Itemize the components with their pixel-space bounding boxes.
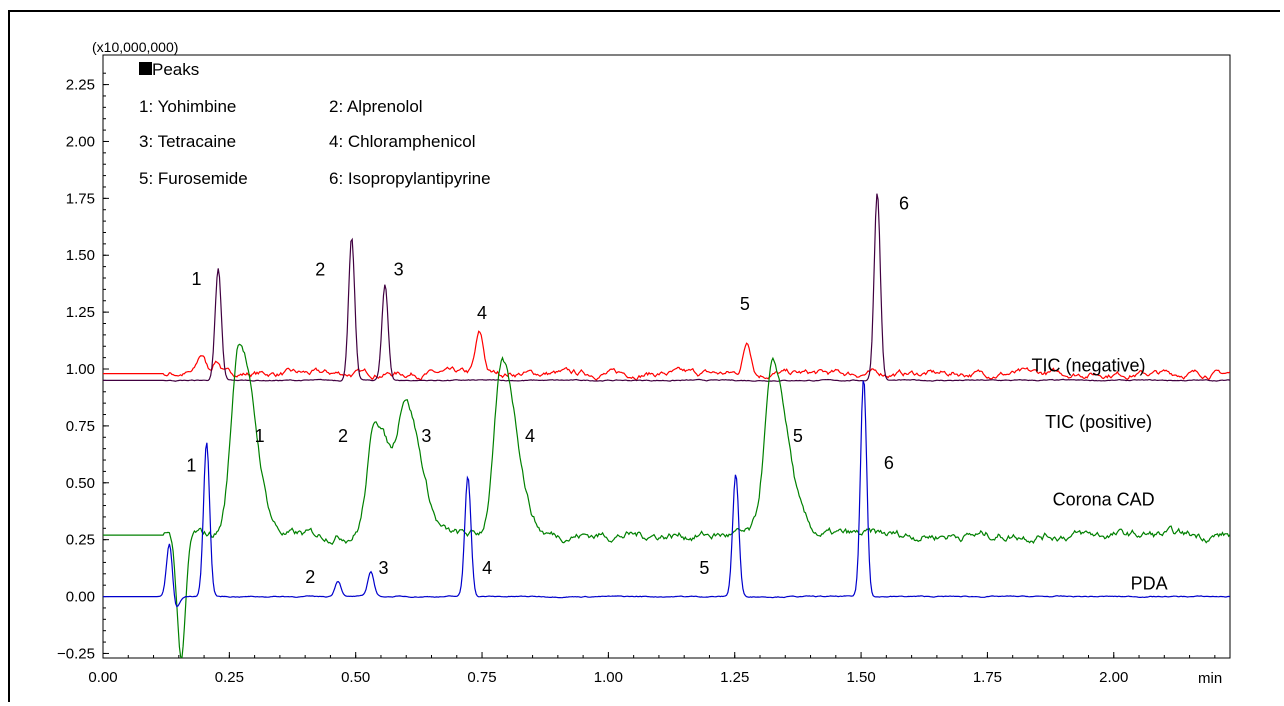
x-tick-label: 0.25 — [215, 669, 244, 686]
y-tick-label: 1.50 — [66, 247, 95, 264]
peak-label: 2 — [305, 567, 315, 587]
legend-entry: 3: Tetracaine — [139, 132, 236, 151]
legend-entry: 1: Yohimbine — [139, 97, 236, 116]
peak-label: 5 — [699, 558, 709, 578]
peak-label: 4 — [482, 558, 492, 578]
x-tick-label: 1.50 — [846, 669, 875, 686]
series-label: Corona CAD — [1053, 490, 1155, 510]
trace-corona-cad — [103, 343, 1230, 658]
x-tick-label: 0.50 — [341, 669, 370, 686]
series-label: TIC (negative) — [1031, 355, 1145, 375]
trace-tic-positive — [103, 193, 1230, 382]
y-tick-label: 0.50 — [66, 475, 95, 492]
x-tick-label: 0.00 — [88, 669, 117, 686]
x-tick-label: 1.75 — [973, 669, 1002, 686]
y-tick-label: 0.75 — [66, 418, 95, 435]
y-tick-label: 0.25 — [66, 532, 95, 549]
peak-label: 3 — [378, 558, 388, 578]
legend-square-icon — [139, 62, 152, 75]
chart-frame — [8, 10, 1280, 702]
x-tick-label: 1.25 — [720, 669, 749, 686]
y-tick-label: 0.00 — [66, 589, 95, 606]
peak-label: 2 — [338, 426, 348, 446]
y-tick-label: 1.75 — [66, 190, 95, 207]
peak-label: 1 — [186, 455, 196, 475]
legend-entry: 5: Furosemide — [139, 169, 248, 188]
x-tick-label: 2.00 — [1099, 669, 1128, 686]
peak-label: 3 — [394, 260, 404, 280]
peaks-legend: Peaks 1: Yohimbine 2: Alprenolol 3: Tetr… — [139, 60, 491, 188]
legend-header: Peaks — [152, 60, 199, 79]
peak-label: 3 — [421, 426, 431, 446]
y-tick-label: 2.25 — [66, 77, 95, 94]
peak-label: 4 — [477, 303, 487, 323]
y-tick-label: 1.00 — [66, 361, 95, 378]
peak-label: 6 — [884, 453, 894, 473]
x-tick-label: 1.00 — [594, 669, 623, 686]
plot-area — [102, 54, 1231, 659]
trace-tic-negative — [103, 330, 1230, 382]
y-tick-label: 2.00 — [66, 133, 95, 150]
series-label: PDA — [1131, 574, 1168, 594]
y-scale-label: (x10,000,000) — [92, 39, 178, 55]
peak-label: 1 — [191, 269, 201, 289]
peak-label: 2 — [315, 260, 325, 280]
y-tick-label: 1.25 — [66, 304, 95, 321]
peak-label: 6 — [899, 194, 909, 214]
series-label: TIC (positive) — [1045, 412, 1152, 432]
x-tick-label: 0.75 — [467, 669, 496, 686]
trace-pda — [103, 380, 1230, 608]
legend-entry: 4: Chloramphenicol — [329, 132, 475, 151]
peak-label: 5 — [740, 294, 750, 314]
x-unit-label: min — [1198, 670, 1222, 687]
peak-label: 1 — [255, 426, 265, 446]
y-tick-label: −0.25 — [57, 645, 95, 662]
legend-entry: 2: Alprenolol — [329, 97, 423, 116]
legend-entry: 6: Isopropylantipyrine — [329, 169, 491, 188]
peak-label: 5 — [793, 426, 803, 446]
peak-label: 4 — [525, 426, 535, 446]
